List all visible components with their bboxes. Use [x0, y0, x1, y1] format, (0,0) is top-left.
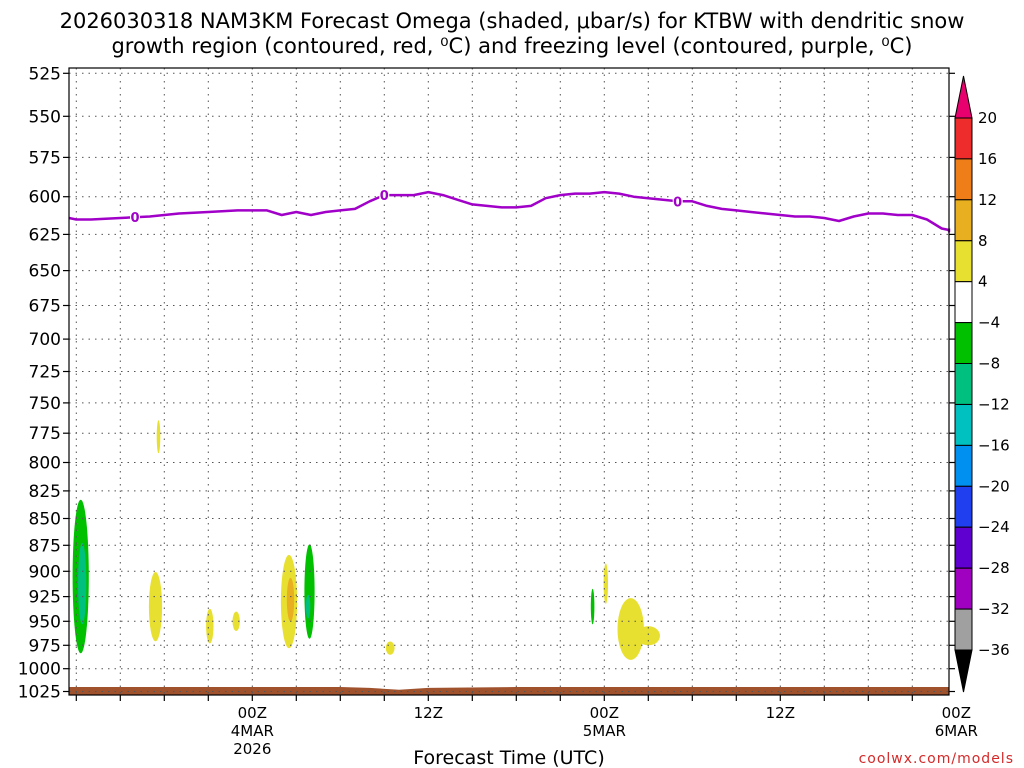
colorbar-segment	[954, 158, 973, 201]
colorbar: 20 16 12 8 4 −4 −8 −12 −16 −20 −24 −28 −32 −36	[954, 75, 1010, 693]
x-tick-label: 00Z	[590, 704, 619, 722]
gridlines	[69, 68, 949, 695]
colorbar-label: −28	[978, 559, 1010, 577]
y-tick-label: 825	[29, 482, 61, 502]
chart-title-line-1: 2026030318 NAM3KM Forecast Omega (shaded…	[60, 9, 965, 33]
credit-text: coolwx.com/models	[859, 751, 1014, 767]
y-tick-label: 1025	[18, 683, 61, 703]
freezing-level-label: 0	[673, 195, 682, 210]
colorbar-segment	[954, 485, 973, 528]
freezing-level-label: 0	[380, 189, 389, 204]
colorbar-label: −36	[978, 641, 1010, 659]
colorbar-segment	[954, 526, 973, 569]
colorbar-label: 20	[978, 109, 997, 127]
colorbar-bottom-arrow	[954, 649, 973, 693]
freezing-label-bg-1	[379, 188, 390, 203]
y-tick-label: 700	[29, 330, 61, 350]
omega-blob-7	[286, 577, 295, 622]
y-tick-label: 975	[29, 636, 61, 656]
x-tick-label: 2026	[233, 740, 271, 758]
colorbar-label: −12	[978, 396, 1010, 414]
omega-blob-0	[156, 420, 161, 454]
terrain-layer	[69, 687, 949, 695]
freezing-level-layer: 0 0 0	[68, 188, 951, 233]
colorbar-segment	[954, 404, 973, 446]
plot-frame	[68, 67, 950, 696]
y-tick-label: 675	[29, 297, 61, 317]
chart-title-line-2: growth region (contoured, red, ⁰C) and f…	[111, 34, 912, 58]
colorbar-label: 12	[978, 191, 997, 209]
y-tick-label: 900	[29, 562, 61, 582]
colorbar-label: 8	[978, 232, 988, 250]
freezing-level-label: 0	[130, 211, 139, 226]
plot-area	[69, 68, 949, 695]
colorbar-label: 4	[978, 273, 988, 291]
x-tick-label: 6MAR	[935, 722, 978, 740]
colorbar-segment	[954, 567, 973, 610]
y-tick-label: 575	[29, 148, 61, 168]
freezing-level-line	[68, 190, 951, 233]
colorbar-label: −8	[978, 355, 1000, 373]
omega-blob-8	[304, 544, 315, 639]
omega-blob-9	[305, 594, 311, 619]
colorbar-segment	[954, 281, 973, 324]
y-tick-label: 525	[29, 64, 61, 84]
terrain-fill	[69, 687, 949, 695]
omega-blob-5	[232, 611, 240, 631]
y-tick-label: 550	[29, 107, 61, 127]
colorbar-segment	[954, 363, 973, 405]
colorbar-label: −32	[978, 600, 1010, 618]
x-axis-title: Forecast Time (UTC)	[413, 747, 604, 768]
omega-blob-10	[385, 641, 395, 655]
omega-blob-3	[148, 572, 163, 642]
y-tick-label: 600	[29, 188, 61, 208]
colorbar-segment	[954, 608, 973, 651]
freezing-label-bg-2	[672, 194, 683, 209]
y-tick-label: 725	[29, 363, 61, 383]
y-tick-label: 625	[29, 225, 61, 245]
x-tick-label: 00Z	[942, 704, 971, 722]
x-tick-label: 12Z	[414, 704, 443, 722]
y-tick-label: 775	[29, 424, 61, 444]
omega-blob-14	[636, 626, 660, 646]
colorbar-top-arrow	[954, 75, 973, 119]
omega-blob-4	[206, 608, 214, 644]
y-tick-label: 800	[29, 454, 61, 474]
colorbar-label: −16	[978, 436, 1010, 454]
x-tick-label: 5MAR	[583, 722, 626, 740]
omega-blob-12	[603, 563, 608, 604]
y-tick-label: 875	[29, 536, 61, 556]
freezing-label-bg-0	[130, 210, 140, 225]
omega-blob-2	[78, 543, 87, 625]
y-tick-label: 925	[29, 588, 61, 608]
x-tick-label: 12Z	[766, 704, 795, 722]
x-tick-label: 4MAR	[231, 722, 274, 740]
colorbar-label: −20	[978, 477, 1010, 495]
colorbar-label: −24	[978, 518, 1010, 536]
y-tick-label: 1000	[18, 660, 61, 680]
omega-blob-13	[617, 598, 644, 660]
y-tick-label: 950	[29, 612, 61, 632]
colorbar-label: −4	[978, 314, 1000, 332]
colorbar-segment	[954, 444, 973, 487]
x-tick-label: 00Z	[238, 704, 267, 722]
omega-blob-11	[590, 588, 595, 625]
y-axis: 525 550 575 600 625 650 675 700 725 750 775 800 825 8…	[18, 64, 955, 703]
colorbar-segment	[954, 117, 973, 160]
colorbar-segment	[954, 240, 973, 283]
y-tick-label: 750	[29, 394, 61, 414]
colorbar-segment	[954, 199, 973, 242]
y-tick-label: 650	[29, 262, 61, 282]
colorbar-label: 16	[978, 150, 997, 168]
colorbar-segment	[954, 322, 973, 365]
y-tick-label: 850	[29, 510, 61, 530]
